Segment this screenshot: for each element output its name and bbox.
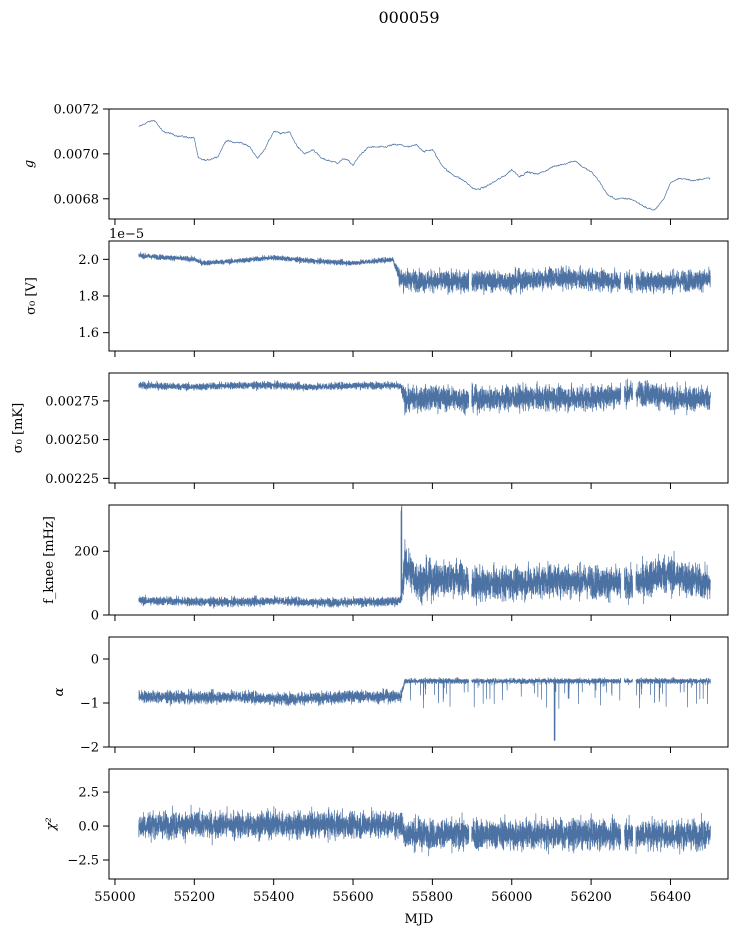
series-line-sigma0-mK xyxy=(138,378,711,416)
y-tick-label-sigma0-V: 1.8 xyxy=(78,290,99,305)
y-axis-label-sigma0-V: σ₀ [V] xyxy=(24,277,39,315)
panel-gain: 0.0068 0.0070 0.0072 g xyxy=(22,103,729,225)
y-offset-text-sigma0-V: 1e−5 xyxy=(109,227,144,242)
y-axis-label-sigma0-mK: σ₀ [mK] xyxy=(11,403,26,453)
y-tick-label-chi2: 2.5 xyxy=(78,786,99,801)
plot-frame-sigma0-mK xyxy=(108,372,729,484)
y-tick-label-chi2: −2.5 xyxy=(67,853,99,868)
series-line-gain xyxy=(138,119,711,211)
x-tick-label: 55200 xyxy=(174,890,215,905)
y-tick-label-sigma0-V: 1.6 xyxy=(78,326,99,341)
plot-frame-gain xyxy=(108,108,729,220)
series-line-chi2 xyxy=(138,804,711,857)
panels-group: 0.0068 0.0070 0.0072 g 1.6 1.8 2.0 1e−5 σ₀ [V] 0.… xyxy=(11,103,729,905)
y-tick-label-sigma0-mK: 0.00275 xyxy=(45,394,99,409)
x-axis-label: MJD xyxy=(405,912,434,927)
plot-frame-sigma0-V xyxy=(108,240,729,352)
plot-frame-chi2 xyxy=(108,768,729,880)
panel-sigma0-mK: 0.00225 0.00250 0.00275 σ₀ [mK] xyxy=(11,372,729,489)
series-line-sigma0-V xyxy=(138,251,711,296)
y-tick-label-sigma0-mK: 0.00250 xyxy=(45,433,99,448)
x-tick-label: 56000 xyxy=(491,890,532,905)
series-line-alpha xyxy=(138,677,711,741)
y-axis-label-fknee: f_knee [mHz] xyxy=(42,516,57,604)
plot-frame-alpha xyxy=(108,636,729,748)
y-axis-label-gain: g xyxy=(22,160,37,168)
y-tick-label-gain: 0.0072 xyxy=(54,103,100,118)
series-line-fknee xyxy=(138,505,711,609)
y-tick-label-fknee: 200 xyxy=(74,545,99,560)
y-tick-label-gain: 0.0068 xyxy=(54,192,100,207)
y-axis-label-chi2: χ² xyxy=(44,817,59,831)
y-axis-label-alpha: α xyxy=(52,687,67,696)
y-tick-label-gain: 0.0070 xyxy=(54,147,100,162)
x-tick-label: 55600 xyxy=(332,890,373,905)
plot-frame-fknee xyxy=(108,504,729,616)
panel-fknee: 0 200 f_knee [mHz] xyxy=(42,504,729,624)
x-tick-label: 56400 xyxy=(650,890,691,905)
panel-chi2: −2.5 0.0 2.5 55000 55200 55400 55600 55800 56000… xyxy=(44,768,729,905)
y-tick-label-sigma0-V: 2.0 xyxy=(78,253,99,268)
y-tick-label-chi2: 0.0 xyxy=(78,820,99,835)
y-tick-label-sigma0-mK: 0.00225 xyxy=(45,472,99,487)
y-tick-label-fknee: 0 xyxy=(91,609,99,624)
y-tick-label-alpha: 0 xyxy=(91,653,99,668)
x-tick-label: 56200 xyxy=(570,890,611,905)
figure-title: 000059 xyxy=(378,8,439,27)
x-tick-label: 55800 xyxy=(412,890,453,905)
y-tick-label-alpha: −2 xyxy=(80,741,99,756)
panel-sigma0-V: 1.6 1.8 2.0 1e−5 σ₀ [V] xyxy=(24,227,729,357)
x-tick-label: 55000 xyxy=(94,890,135,905)
panel-alpha: −2 −1 0 α xyxy=(52,636,729,756)
y-tick-label-alpha: −1 xyxy=(80,697,99,712)
x-tick-label: 55400 xyxy=(253,890,294,905)
